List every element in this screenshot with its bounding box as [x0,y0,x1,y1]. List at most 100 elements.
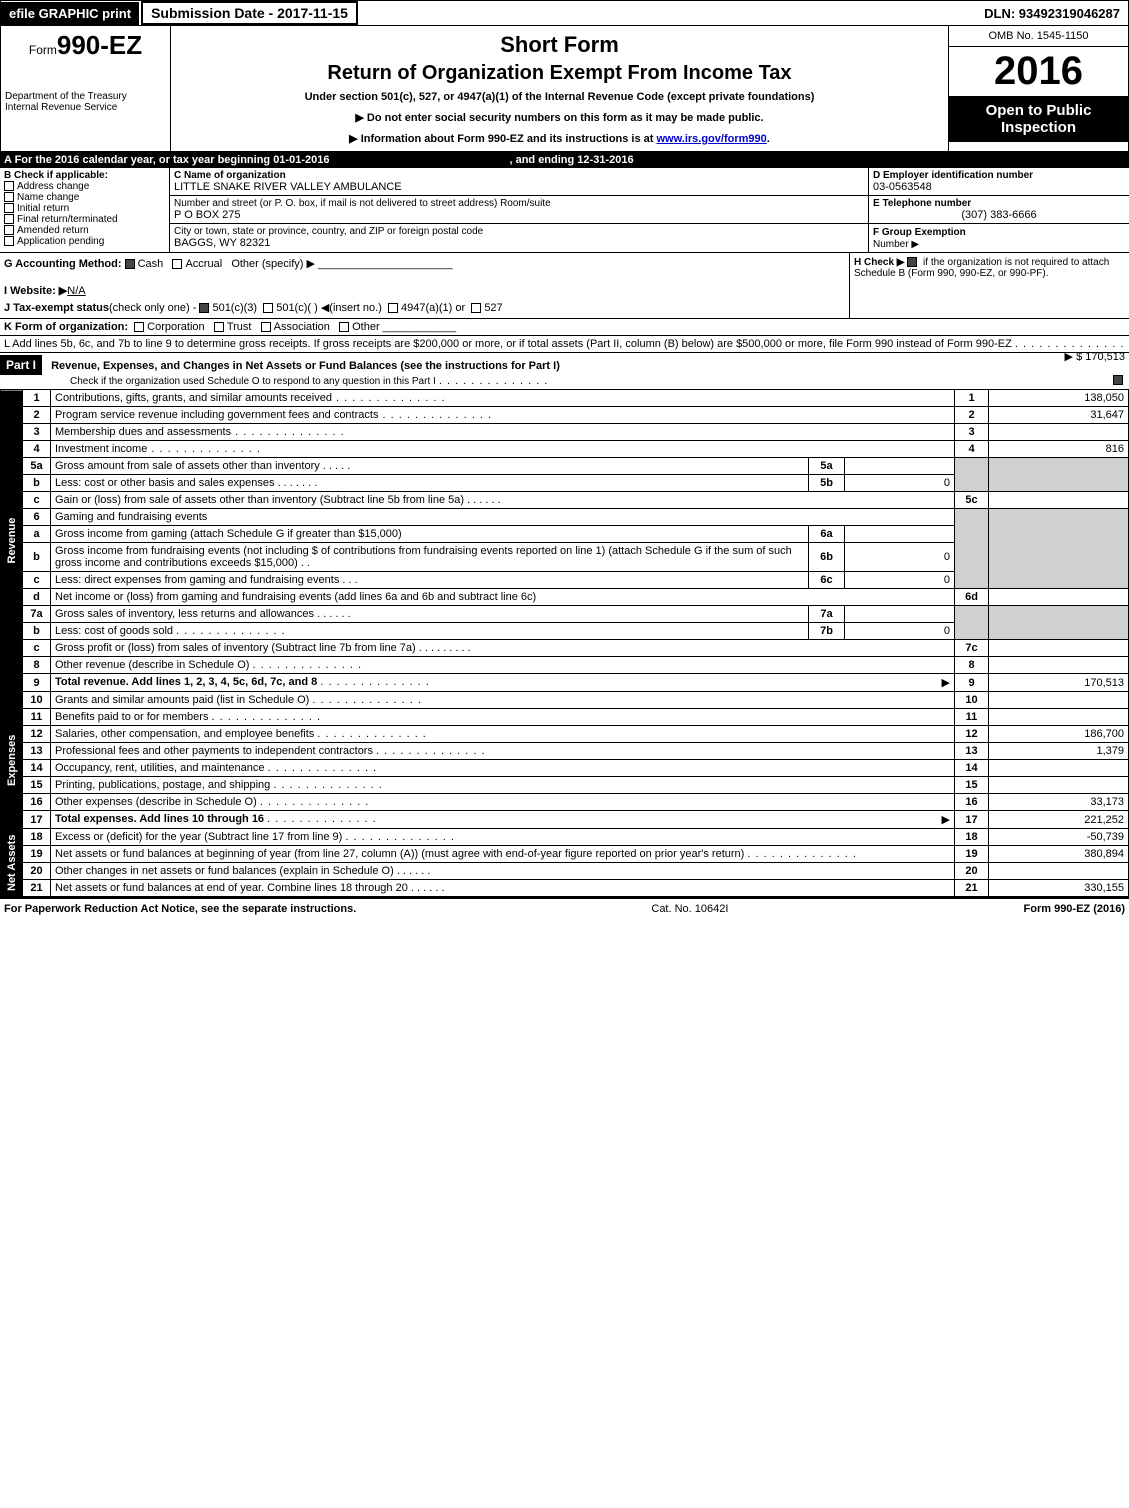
check-application-pending[interactable]: Application pending [4,236,165,247]
city-label: City or town, state or province, country… [174,226,864,237]
table-row: 2Program service revenue including gover… [1,407,1129,424]
table-row: 5aGross amount from sale of assets other… [1,458,1129,475]
table-row: 3Membership dues and assessments3 [1,424,1129,441]
open-public-l2: Inspection [955,119,1122,136]
section-a: A For the 2016 calendar year, or tax yea… [0,152,1129,168]
top-bar: efile GRAPHIC print Submission Date - 20… [0,0,1129,26]
table-row: 21Net assets or fund balances at end of … [1,880,1129,897]
table-row: dNet income or (loss) from gaming and fu… [1,589,1129,606]
website-value: N/A [67,285,85,297]
check-initial-return[interactable]: Initial return [4,203,165,214]
table-row: cGross profit or (loss) from sales of in… [1,640,1129,657]
arrow-line-2: ▶ Information about Form 990-EZ and its … [177,132,942,145]
phone-value: (307) 383-6666 [873,209,1125,221]
check-501c[interactable] [263,303,273,313]
section-j: J Tax-exempt status(check only one) - 50… [4,301,845,314]
check-501c3[interactable] [199,303,209,313]
section-a-ending: , and ending 12-31-2016 [509,154,633,166]
dln-label: DLN: 93492319046287 [976,2,1128,25]
check-trust[interactable] [214,322,224,332]
cat-number: Cat. No. 10642I [651,903,728,915]
part1-title: Revenue, Expenses, and Changes in Net As… [45,360,560,372]
phone-label: E Telephone number [873,198,1125,209]
section-h: H Check ▶ if the organization is not req… [849,253,1129,318]
check-cash[interactable] [125,259,135,269]
org-name-label: C Name of organization [174,170,864,181]
under-section: Under section 501(c), 527, or 4947(a)(1)… [177,91,942,103]
section-g: G Accounting Method: Cash Accrual Other … [4,257,845,270]
part1-label: Part I [0,355,42,375]
arrow2-text: ▶ Information about Form 990-EZ and its … [349,133,656,145]
ein-label: D Employer identification number [873,170,1125,181]
table-row: 7aGross sales of inventory, less returns… [1,606,1129,623]
paperwork-notice: For Paperwork Reduction Act Notice, see … [4,903,356,915]
section-b: B Check if applicable: Address change Na… [0,168,170,252]
col-gij: G Accounting Method: Cash Accrual Other … [0,253,849,318]
short-form-title: Short Form [177,32,942,58]
form-footer-label: Form 990-EZ (2016) [1024,903,1125,915]
header-mid: Short Form Return of Organization Exempt… [171,26,948,151]
irs-link[interactable]: www.irs.gov/form990 [657,133,767,145]
irs-label: Internal Revenue Service [5,102,175,113]
table-row: 13Professional fees and other payments t… [1,743,1129,760]
addr-label: Number and street (or P. O. box, if mail… [174,198,864,209]
tax-year: 2016 [949,47,1128,96]
form-number-block: Form990-EZ Department of the Treasury In… [1,26,171,151]
section-l: L Add lines 5b, 6c, and 7b to line 9 to … [0,336,1129,353]
section-def: D Employer identification number 03-0563… [869,168,1129,252]
part1-check-note: Check if the organization used Schedule … [0,376,436,387]
netassets-side-label: Net Assets [1,829,23,897]
expenses-side-label: Expenses [1,692,23,829]
open-public-l1: Open to Public [955,102,1122,119]
check-accrual[interactable] [172,259,182,269]
form-header: Form990-EZ Department of the Treasury In… [0,26,1129,152]
section-ghij: G Accounting Method: Cash Accrual Other … [0,253,1129,319]
group-exemption-number: Number ▶ [873,239,919,250]
check-schedule-b[interactable] [907,257,917,267]
check-corporation[interactable] [134,322,144,332]
table-row: 14Occupancy, rent, utilities, and mainte… [1,760,1129,777]
group-exemption-label: F Group Exemption [873,227,966,238]
table-row: 17Total expenses. Add lines 10 through 1… [1,811,1129,829]
table-row: 9Total revenue. Add lines 1, 2, 3, 4, 5c… [1,674,1129,692]
ein-value: 03-0563548 [873,181,1125,193]
check-address-change[interactable]: Address change [4,181,165,192]
table-row: 15Printing, publications, postage, and s… [1,777,1129,794]
submission-date-button[interactable]: Submission Date - 2017-11-15 [141,1,358,25]
check-association[interactable] [261,322,271,332]
addr-value: P O BOX 275 [174,209,864,221]
table-row: 4Investment income4816 [1,441,1129,458]
section-l-amount: ▶ $ 170,513 [1065,350,1125,363]
section-i: I Website: ▶N/A [4,284,845,297]
table-row: 19Net assets or fund balances at beginni… [1,846,1129,863]
table-row: 8Other revenue (describe in Schedule O) … [1,657,1129,674]
org-name: LITTLE SNAKE RIVER VALLEY AMBULANCE [174,181,864,193]
period: . [767,133,770,145]
section-bcde: B Check if applicable: Address change Na… [0,168,1129,253]
section-b-label: B Check if applicable: [4,170,165,181]
table-row: 16Other expenses (describe in Schedule O… [1,794,1129,811]
section-a-text: A For the 2016 calendar year, or tax yea… [4,154,329,166]
check-amended-return[interactable]: Amended return [4,225,165,236]
check-other-org[interactable] [339,322,349,332]
open-to-public: Open to Public Inspection [949,96,1128,142]
table-row: 6Gaming and fundraising events [1,509,1129,526]
dept-treasury: Department of the Treasury [5,91,175,102]
check-final-return[interactable]: Final return/terminated [4,214,165,225]
check-527[interactable] [471,303,481,313]
arrow-line-1: ▶ Do not enter social security numbers o… [177,111,942,124]
table-row: 12Salaries, other compensation, and empl… [1,726,1129,743]
efile-print-button[interactable]: efile GRAPHIC print [1,2,139,25]
form-prefix: Form [29,43,57,57]
revenue-side-label: Revenue [1,390,23,692]
check-4947[interactable] [388,303,398,313]
check-name-change[interactable]: Name change [4,192,165,203]
page-footer: For Paperwork Reduction Act Notice, see … [0,897,1129,919]
form-number: 990-EZ [57,30,142,60]
part1-header-row: Part I Revenue, Expenses, and Changes in… [0,353,1129,390]
table-row: Net Assets 18Excess or (deficit) for the… [1,829,1129,846]
check-schedule-o[interactable] [1113,375,1123,385]
return-title: Return of Organization Exempt From Incom… [177,62,942,85]
table-row: Revenue 1Contributions, gifts, grants, a… [1,390,1129,407]
section-c: C Name of organization LITTLE SNAKE RIVE… [170,168,869,252]
